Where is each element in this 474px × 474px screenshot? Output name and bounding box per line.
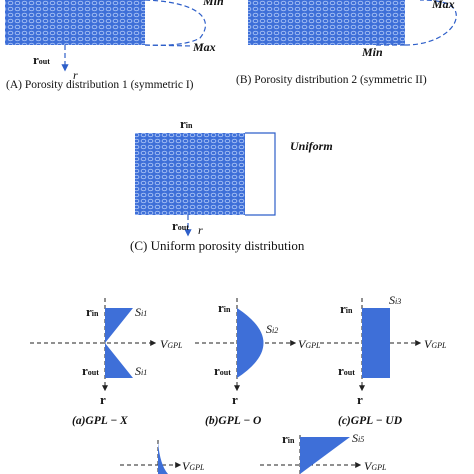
- r-out-label: rout: [172, 218, 189, 233]
- label-part: in: [224, 305, 231, 314]
- gpl-shape: [105, 308, 133, 378]
- dashed-line: [144, 44, 193, 47]
- gpl-shape: [237, 308, 264, 378]
- max-label: Max: [431, 0, 455, 11]
- v-label: VGPL: [298, 337, 321, 351]
- label-part: S: [135, 364, 141, 378]
- label-part: V: [424, 337, 433, 351]
- label-part: out: [344, 368, 355, 377]
- gpl-shape: [300, 437, 350, 474]
- min-label: Min: [202, 0, 224, 8]
- label-part: in: [186, 121, 193, 130]
- r-out-label: rout: [33, 52, 50, 67]
- r-in-label: rin: [340, 301, 353, 316]
- v-label: VGPL: [160, 337, 183, 351]
- label-part: in: [346, 306, 353, 315]
- label-part: out: [220, 368, 231, 377]
- r-out-label: rout: [214, 363, 231, 378]
- label-part: V: [298, 337, 307, 351]
- label-part: GPL: [305, 341, 321, 350]
- label-part: GPL: [189, 463, 205, 472]
- r-in-label: rin: [180, 116, 193, 131]
- label-part: S: [266, 322, 272, 336]
- label-part: r: [218, 300, 224, 315]
- min-label: Min: [361, 45, 383, 59]
- label-part: r: [33, 52, 39, 67]
- label-part: out: [178, 223, 189, 232]
- r-label: r: [73, 68, 78, 82]
- r-label: r: [357, 392, 363, 407]
- label-part: in: [288, 436, 295, 445]
- uniform-bracket: [245, 132, 276, 216]
- label-part: i1: [141, 309, 147, 318]
- caption: (b)GPL − O: [205, 415, 261, 427]
- caption: (c)GPL − UD: [338, 415, 403, 427]
- caption: (B) Porosity distribution 2 (symmetric I…: [236, 74, 427, 86]
- foam-block: [135, 133, 245, 215]
- gpl-shape: [158, 442, 168, 474]
- s-label: Si1: [135, 364, 147, 378]
- label-part: i1: [141, 368, 147, 377]
- label-part: GPL: [167, 341, 183, 350]
- label-part: in: [92, 309, 99, 318]
- v-label: VGPL: [424, 337, 447, 351]
- v-label: VGPL: [364, 459, 387, 473]
- r-in-label: rin: [86, 304, 99, 319]
- distribution-curve: [144, 0, 206, 46]
- caption: (A) Porosity distribution 1 (symmetric I…: [6, 79, 194, 91]
- label-part: i2: [272, 326, 278, 335]
- r-label: r: [100, 392, 106, 407]
- label-part: i3: [395, 297, 401, 306]
- label-part: r: [86, 304, 92, 319]
- r-label: r: [232, 392, 238, 407]
- label-part: S: [352, 431, 358, 445]
- label-part: r: [180, 116, 186, 131]
- r-in-label: rin: [218, 300, 231, 315]
- s-label: Si1: [135, 305, 147, 319]
- label-part: r: [338, 363, 344, 378]
- label-part: GPL: [371, 463, 387, 472]
- label-part: i5: [358, 435, 364, 444]
- v-label: VGPL: [182, 459, 205, 473]
- gpl-shape: [362, 308, 390, 378]
- label-part: out: [39, 57, 50, 66]
- r-in-label: rin: [282, 431, 295, 446]
- label-part: r: [340, 301, 346, 316]
- s-label: Si3: [389, 293, 401, 307]
- foam-block: [5, 0, 145, 45]
- r-out-label: rout: [338, 363, 355, 378]
- r-label: r: [198, 223, 203, 237]
- r-out-label: rout: [82, 363, 99, 378]
- s-label: Si5: [352, 431, 364, 445]
- caption: (a)GPL − X: [72, 415, 128, 427]
- caption: (C) Uniform porosity distribution: [130, 238, 305, 253]
- label-part: S: [135, 305, 141, 319]
- max-label: Max: [192, 40, 216, 54]
- distribution-curve: [404, 0, 457, 46]
- label-part: r: [282, 431, 288, 446]
- s-label: Si2: [266, 322, 278, 336]
- label-part: V: [182, 459, 191, 473]
- foam-block: [248, 0, 405, 45]
- label-part: r: [214, 363, 220, 378]
- label-part: S: [389, 293, 395, 307]
- uniform-label: Uniform: [290, 139, 333, 153]
- label-part: r: [82, 363, 88, 378]
- label-part: GPL: [431, 341, 447, 350]
- label-part: V: [160, 337, 169, 351]
- label-part: V: [364, 459, 373, 473]
- label-part: out: [88, 368, 99, 377]
- label-part: r: [172, 218, 178, 233]
